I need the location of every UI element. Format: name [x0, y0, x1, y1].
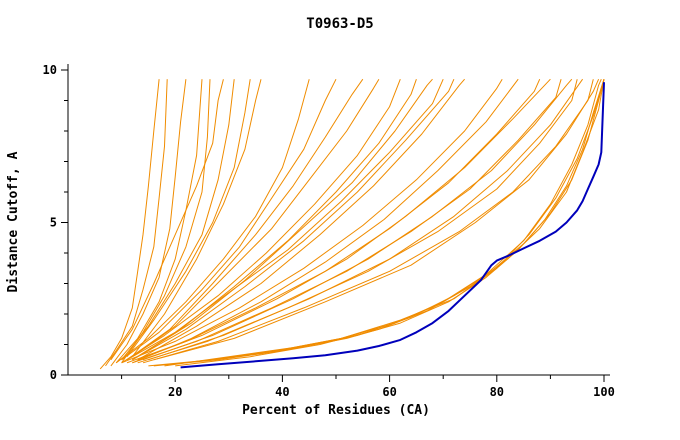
prediction-line: [126, 78, 364, 361]
prediction-line: [148, 78, 584, 361]
prediction-line: [137, 79, 578, 364]
prediction-line: [153, 78, 600, 361]
prediction-line: [115, 79, 310, 364]
x-tick-label: 40: [275, 385, 289, 399]
prediction-line: [132, 79, 417, 361]
y-tick-label: 5: [50, 216, 57, 230]
prediction-line: [99, 79, 160, 370]
prediction-line: [121, 78, 503, 364]
x-tick-label: 20: [168, 385, 182, 399]
y-tick-label: 0: [50, 368, 57, 382]
prediction-line: [110, 79, 224, 361]
prediction-lines: [99, 78, 605, 370]
x-tick-label: 80: [490, 385, 504, 399]
prediction-line: [121, 79, 401, 364]
prediction-line: [121, 79, 235, 361]
x-axis-title: Percent of Residues (CA): [242, 403, 430, 418]
best-model-line: [180, 82, 605, 369]
prediction-line: [126, 78, 444, 361]
y-axis-title: Distance Cutoff, A: [6, 151, 21, 292]
prediction-line: [105, 79, 168, 367]
prediction-line: [175, 79, 605, 367]
prediction-line: [142, 79, 594, 364]
prediction-line: [131, 79, 262, 358]
prediction-line: [110, 79, 187, 367]
prediction-line: [137, 78, 433, 358]
prediction-line: [153, 79, 605, 367]
prediction-line: [132, 78, 455, 361]
prediction-line: [121, 78, 337, 361]
prediction-line: [148, 79, 605, 367]
prediction-line: [142, 78, 573, 361]
axes: 0 5 10 20 40 60 80 100: [43, 63, 615, 399]
prediction-line: [132, 78, 519, 364]
x-tick-label: 60: [382, 385, 396, 399]
prediction-line: [137, 78, 465, 361]
x-tick-label: 100: [593, 385, 615, 399]
prediction-line: [115, 79, 203, 364]
prediction-line: [126, 79, 251, 357]
y-tick-label: 10: [43, 63, 57, 77]
prediction-line: [137, 78, 551, 361]
chart-title: T0963-D5: [306, 16, 373, 32]
prediction-line: [132, 78, 380, 358]
prediction-line: [132, 79, 562, 364]
